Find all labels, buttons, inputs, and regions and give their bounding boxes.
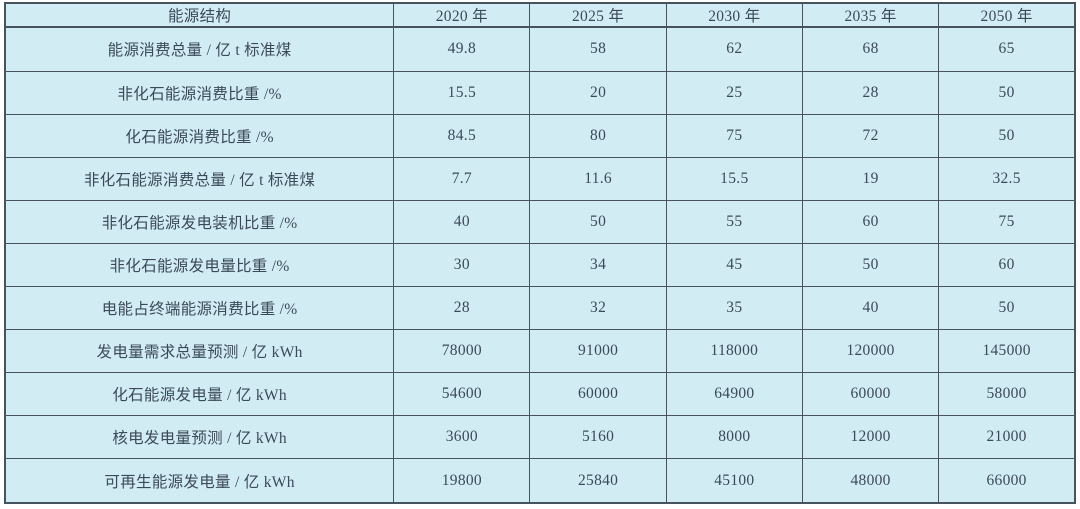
value-cell: 45 [665,242,803,288]
value-cell: 58 [529,26,667,72]
header-cell-2020: 2020 年 [393,2,531,28]
value-cell: 40 [801,285,940,331]
table-row: 非化石能源消费总量 / 亿 t 标准煤 7.7 11.6 15.5 19 32.5 [4,156,1076,201]
value-cell: 118000 [665,329,803,374]
value-cell: 3600 [393,415,531,460]
header-cell-2030: 2030 年 [665,2,803,28]
table-header: 能源结构 2020 年 2025 年 2030 年 2035 年 2050 年 [4,2,1076,28]
row-label: 电能占终端能源消费比重 /% [4,285,395,331]
value-cell: 75 [938,199,1076,244]
header-cell-energy-structure: 能源结构 [4,2,395,28]
row-label: 核电发电量预测 / 亿 kWh [4,415,395,460]
value-cell: 48000 [801,458,940,504]
value-cell: 15.5 [393,70,531,115]
row-label: 非化石能源发电量比重 /% [4,242,395,288]
header-cell-2035: 2035 年 [801,2,940,28]
value-cell: 58000 [938,372,1076,417]
value-cell: 68 [801,26,940,72]
value-cell: 60000 [529,372,667,417]
value-cell: 11.6 [529,156,667,201]
table-row: 非化石能源发电装机比重 /% 40 50 55 60 75 [4,199,1076,244]
table-row: 化石能源发电量 / 亿 kWh 54600 60000 64900 60000 58000 [4,372,1076,417]
value-cell: 62 [665,26,803,72]
value-cell: 15.5 [665,156,803,201]
value-cell: 50 [938,285,1076,331]
value-cell: 80 [529,113,667,158]
row-label: 非化石能源发电装机比重 /% [4,199,395,244]
value-cell: 20 [529,70,667,115]
value-cell: 60000 [801,372,940,417]
value-cell: 49.8 [393,26,531,72]
value-cell: 32.5 [938,156,1076,201]
value-cell: 55 [665,199,803,244]
value-cell: 50 [938,70,1076,115]
value-cell: 19800 [393,458,531,504]
energy-structure-table: 能源结构 2020 年 2025 年 2030 年 2035 年 2050 年 … [4,2,1076,504]
value-cell: 78000 [393,329,531,374]
value-cell: 50 [801,242,940,288]
value-cell: 91000 [529,329,667,374]
value-cell: 60 [938,242,1076,288]
row-label: 非化石能源消费比重 /% [4,70,395,115]
row-label: 发电量需求总量预测 / 亿 kWh [4,329,395,374]
value-cell: 25 [665,70,803,115]
value-cell: 40 [393,199,531,244]
value-cell: 64900 [665,372,803,417]
value-cell: 34 [529,242,667,288]
row-label: 能源消费总量 / 亿 t 标准煤 [4,26,395,72]
value-cell: 19 [801,156,940,201]
value-cell: 84.5 [393,113,531,158]
table-row: 电能占终端能源消费比重 /% 28 32 35 40 50 [4,285,1076,331]
value-cell: 66000 [938,458,1076,504]
value-cell: 7.7 [393,156,531,201]
value-cell: 30 [393,242,531,288]
value-cell: 32 [529,285,667,331]
header-row: 能源结构 2020 年 2025 年 2030 年 2035 年 2050 年 [4,2,1076,28]
value-cell: 65 [938,26,1076,72]
value-cell: 5160 [529,415,667,460]
row-label: 化石能源发电量 / 亿 kWh [4,372,395,417]
value-cell: 12000 [801,415,940,460]
value-cell: 8000 [665,415,803,460]
value-cell: 25840 [529,458,667,504]
table-row: 非化石能源消费比重 /% 15.5 20 25 28 50 [4,70,1076,115]
header-cell-2050: 2050 年 [938,2,1076,28]
value-cell: 28 [801,70,940,115]
value-cell: 60 [801,199,940,244]
row-label: 可再生能源发电量 / 亿 kWh [4,458,395,504]
value-cell: 120000 [801,329,940,374]
table-row: 化石能源消费比重 /% 84.5 80 75 72 50 [4,113,1076,158]
value-cell: 28 [393,285,531,331]
row-label: 非化石能源消费总量 / 亿 t 标准煤 [4,156,395,201]
table-row: 发电量需求总量预测 / 亿 kWh 78000 91000 118000 120000 1… [4,329,1076,374]
table-body: 能源消费总量 / 亿 t 标准煤 49.8 58 62 68 65 非化石能源消费比重 /%… [4,26,1076,504]
value-cell: 21000 [938,415,1076,460]
value-cell: 54600 [393,372,531,417]
value-cell: 50 [938,113,1076,158]
header-cell-2025: 2025 年 [529,2,667,28]
value-cell: 45100 [665,458,803,504]
value-cell: 50 [529,199,667,244]
table-row: 能源消费总量 / 亿 t 标准煤 49.8 58 62 68 65 [4,26,1076,72]
value-cell: 72 [801,113,940,158]
value-cell: 145000 [938,329,1076,374]
table-row: 核电发电量预测 / 亿 kWh 3600 5160 8000 12000 21000 [4,415,1076,460]
row-label: 化石能源消费比重 /% [4,113,395,158]
value-cell: 35 [665,285,803,331]
value-cell: 75 [665,113,803,158]
table-row: 非化石能源发电量比重 /% 30 34 45 50 60 [4,242,1076,288]
table-row: 可再生能源发电量 / 亿 kWh 19800 25840 45100 48000 6600… [4,458,1076,504]
